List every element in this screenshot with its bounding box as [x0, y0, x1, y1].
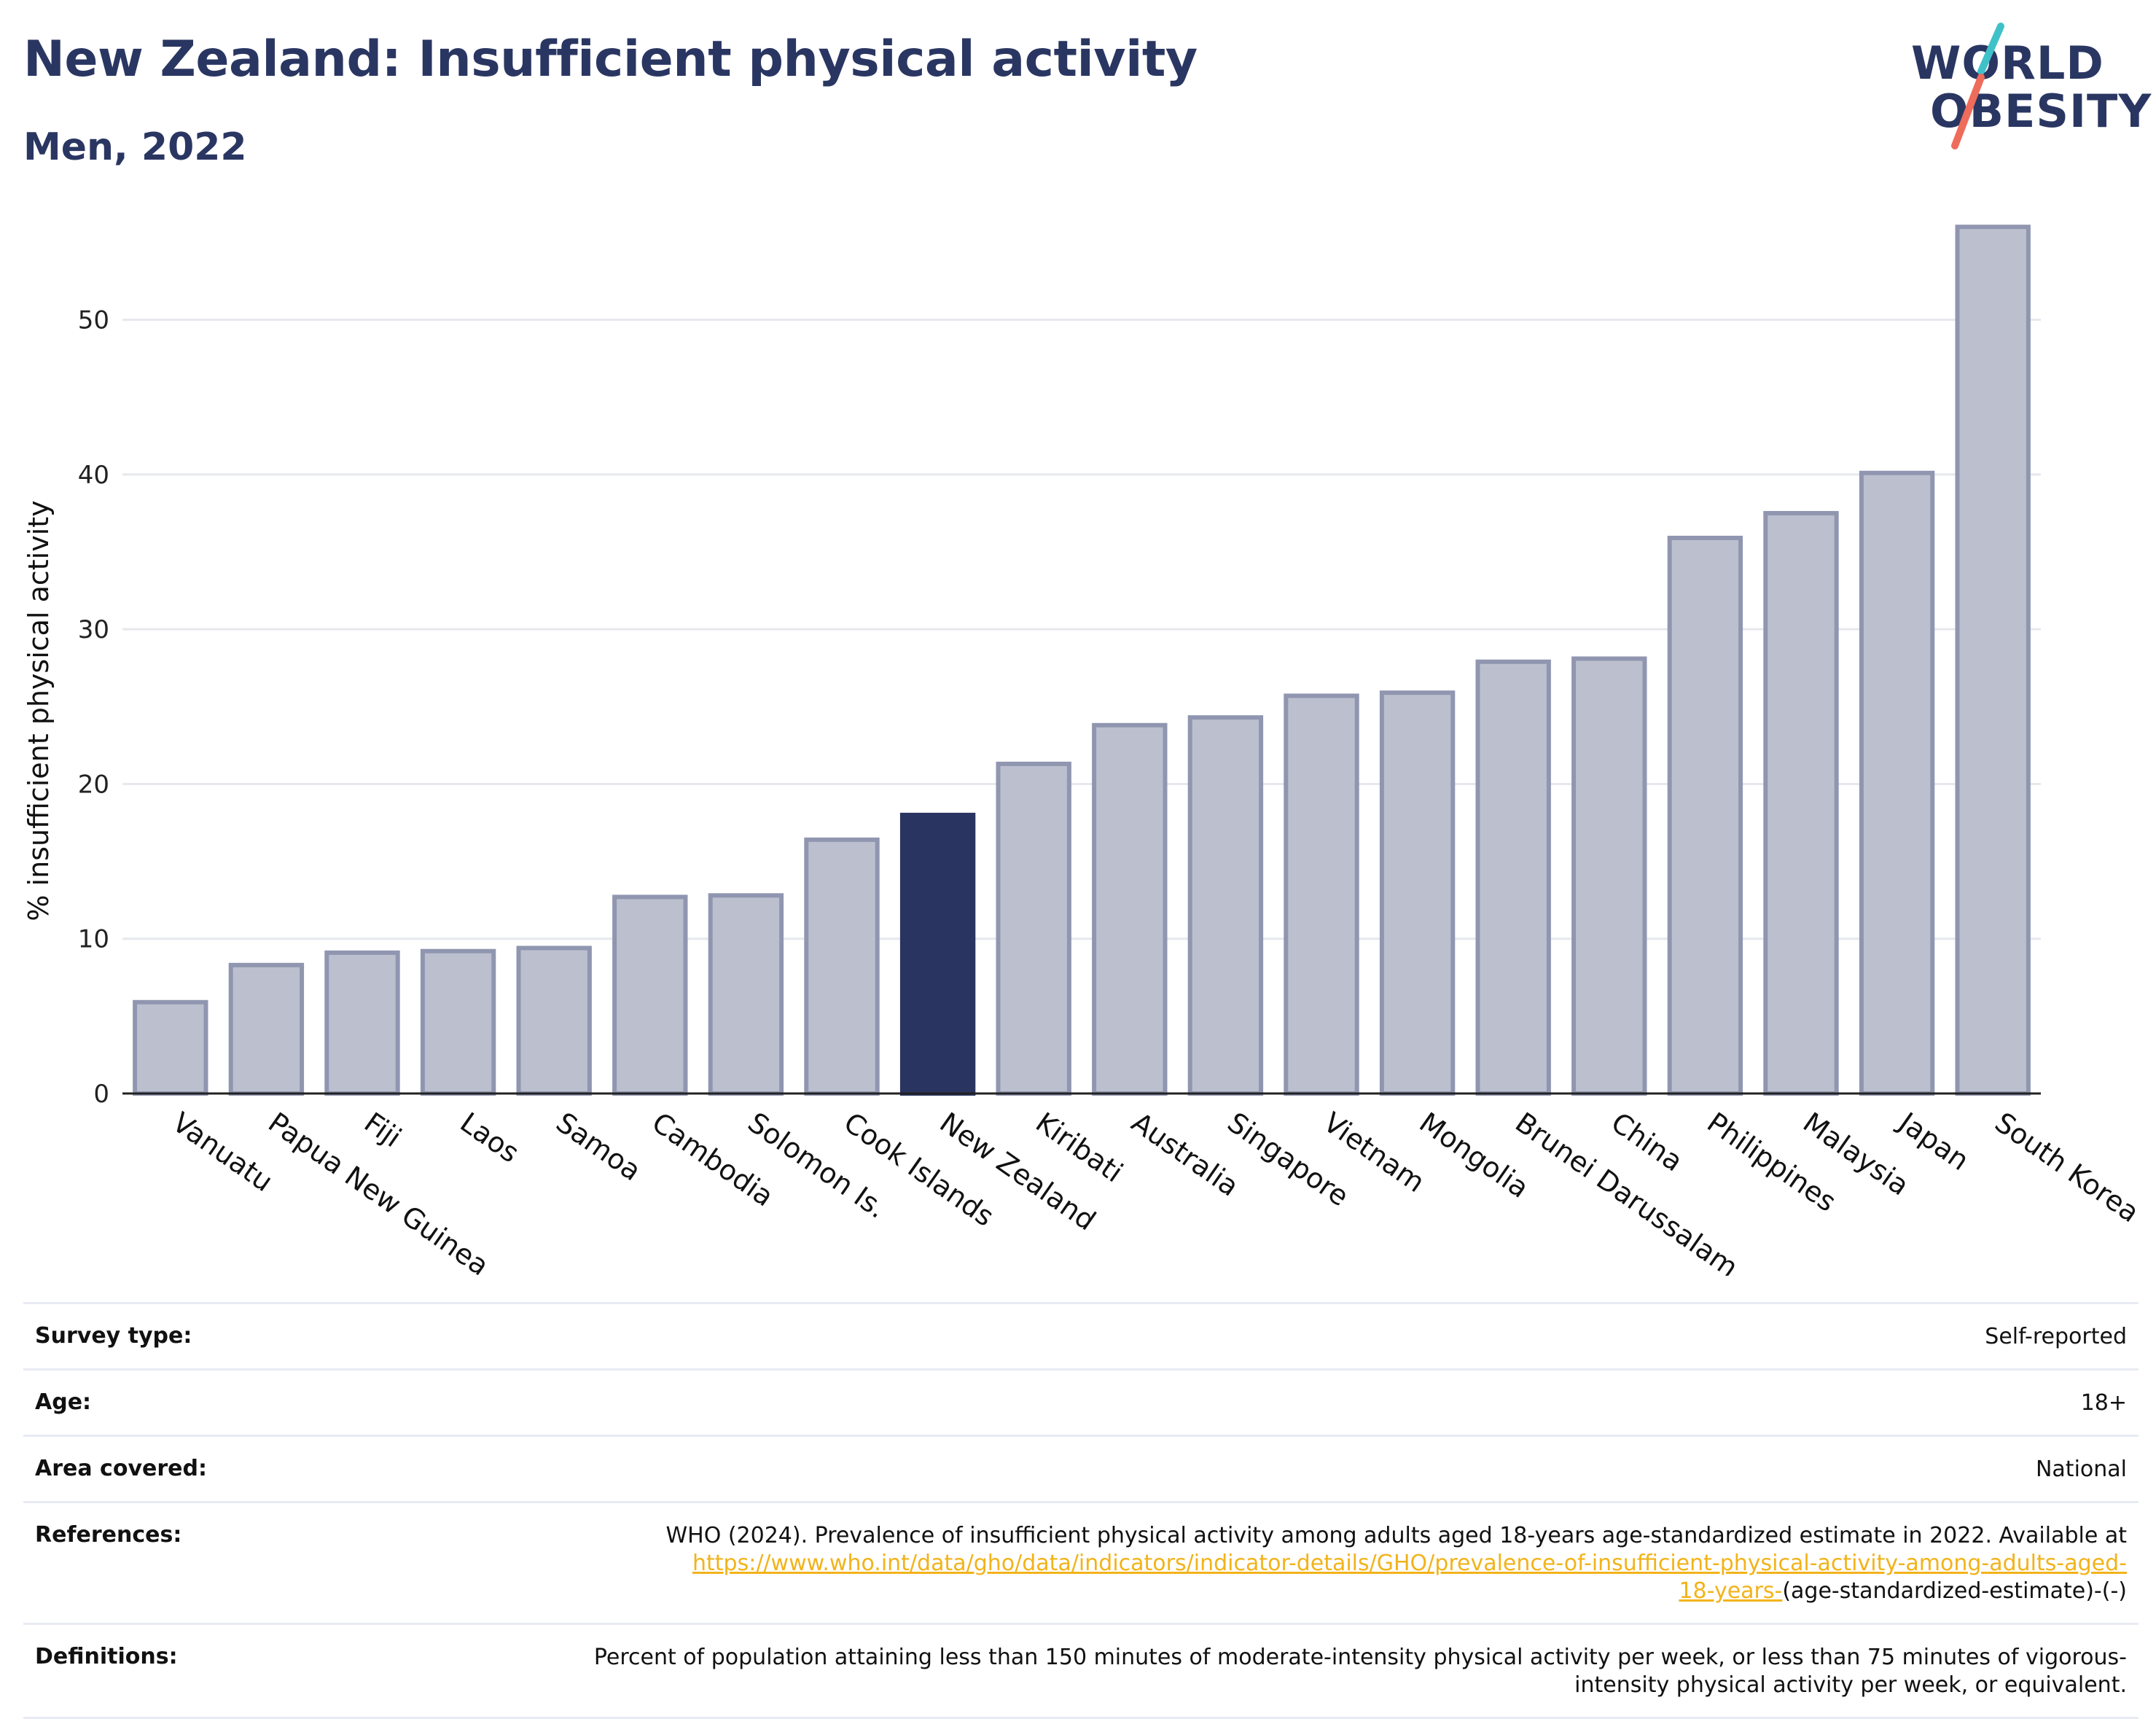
references-link-2[interactable]: 18-years-: [1679, 1578, 1783, 1604]
x-tick-label: Mongolia: [1413, 1106, 1534, 1204]
y-axis-title: % insufficient physical activity: [23, 500, 55, 921]
references-text: WHO (2024). Prevalence of insufficient p…: [665, 1523, 2127, 1548]
bar: [708, 893, 784, 1096]
x-tick-label: Samoa: [550, 1106, 647, 1187]
bar: [133, 999, 208, 1096]
info-table: Survey type: Self-reported Age: 18+ Area…: [23, 1302, 2139, 1719]
x-tick-label: Australia: [1126, 1106, 1245, 1202]
world-obesity-logo: WORLD OBESITY: [1895, 20, 2151, 152]
bar: [1475, 659, 1551, 1096]
chart-subtitle: Men, 2022: [23, 125, 247, 169]
bar: [1667, 535, 1743, 1096]
info-row-area: Area covered: National: [23, 1435, 2139, 1501]
bar: [804, 837, 880, 1096]
logo-line-1: WORLD: [1911, 36, 2104, 90]
age-value: 18+: [2080, 1390, 2127, 1416]
x-tick-label: Vanuatu: [167, 1106, 279, 1198]
bar: [899, 812, 976, 1096]
definitions-value: Percent of population attaining less tha…: [593, 1645, 2127, 1698]
gridlines: [122, 319, 2041, 940]
bar: [1763, 510, 1839, 1096]
bar: [1284, 693, 1359, 1096]
references-suffix: (age-standardized-estimate)-(-): [1782, 1578, 2127, 1604]
y-tick-label: 0: [93, 1080, 109, 1109]
definitions-label: Definitions:: [35, 1644, 178, 1669]
y-tick-label: 50: [78, 306, 109, 335]
bar: [516, 946, 592, 1096]
y-tick-label: 40: [78, 461, 109, 490]
bars: [133, 225, 2031, 1096]
info-row-references: References: WHO (2024). Prevalence of in…: [23, 1501, 2139, 1623]
logo-slash-icon: [1951, 23, 2004, 149]
bar: [996, 761, 1071, 1096]
info-row-age: Age: 18+: [23, 1368, 2139, 1435]
bar: [612, 894, 688, 1096]
survey-type-value: Self-reported: [1985, 1324, 2127, 1349]
y-tick-label: 20: [78, 770, 109, 799]
bar: [324, 950, 400, 1096]
info-row-definitions: Definitions: Percent of population attai…: [23, 1623, 2139, 1719]
bar: [1092, 722, 1168, 1096]
x-tick-label: Laos: [454, 1106, 525, 1169]
y-axis-ticks: 0 10 20 30 40 50: [78, 306, 109, 1109]
references-label: References:: [35, 1522, 182, 1548]
bar: [1187, 715, 1264, 1096]
x-tick-label: China: [1606, 1106, 1689, 1177]
survey-type-label: Survey type:: [35, 1323, 192, 1349]
bar: [228, 962, 305, 1096]
bar: [420, 948, 496, 1096]
chart-title: New Zealand: Insufficient physical activ…: [23, 31, 1198, 88]
bar: [1379, 690, 1456, 1096]
bar: [1571, 656, 1647, 1096]
area-covered-label: Area covered:: [35, 1456, 207, 1481]
x-tick-label: South Korea: [1989, 1106, 2145, 1228]
x-tick-label: Fiji: [359, 1106, 407, 1153]
bar: [1955, 225, 2031, 1096]
references-link-1[interactable]: https://www.who.int/data/gho/data/indica…: [692, 1551, 2127, 1576]
area-covered-value: National: [2035, 1457, 2127, 1482]
x-tick-label: Japan: [1892, 1105, 1975, 1177]
bar: [1859, 470, 1935, 1096]
age-label: Age:: [35, 1389, 92, 1415]
info-row-survey: Survey type: Self-reported: [23, 1302, 2139, 1368]
y-tick-label: 30: [78, 615, 109, 644]
y-tick-label: 10: [78, 925, 109, 954]
references-value: WHO (2024). Prevalence of insufficient p…: [665, 1522, 2127, 1605]
